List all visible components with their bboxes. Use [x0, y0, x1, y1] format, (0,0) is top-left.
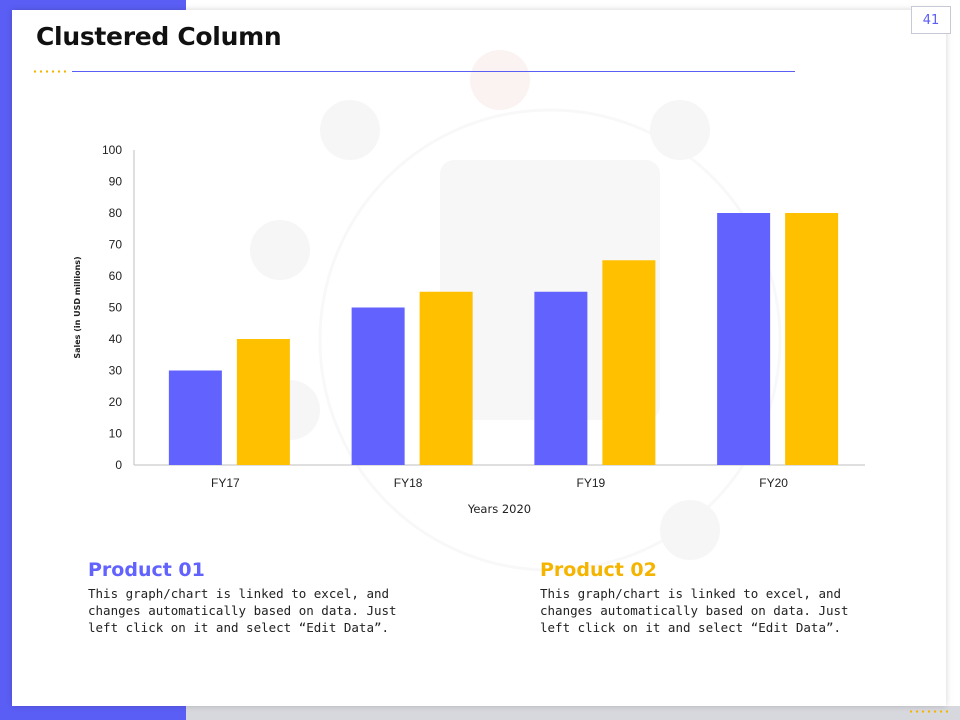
y-tick-label: 90 [109, 175, 123, 189]
y-tick-label: 10 [109, 427, 123, 441]
bar-product-01-fy17 [168, 370, 222, 465]
x-tick-label: FY19 [577, 476, 606, 490]
x-tick-label: FY18 [394, 476, 423, 490]
product-01-title: Product 01 [88, 559, 205, 581]
bar-product-02-fy20 [785, 213, 839, 465]
y-tick-label: 0 [115, 458, 122, 472]
bar-product-02-fy17 [236, 339, 290, 465]
y-tick-label: 30 [109, 364, 123, 378]
y-tick-label: 80 [109, 206, 123, 220]
bottom-band [0, 706, 960, 720]
page-number: 41 [911, 6, 951, 34]
product-02-description: This graph/chart is linked to excel, and… [540, 586, 849, 635]
product-02-block: Product 02 This graph/chart is linked to… [540, 559, 880, 636]
bar-product-01-fy18 [351, 307, 405, 465]
x-axis-title: Years 2020 [467, 502, 531, 516]
bar-product-02-fy18 [419, 291, 473, 465]
x-tick-label: FY17 [211, 476, 240, 490]
y-tick-label: 50 [109, 301, 123, 315]
product-01-block: Product 01 This graph/chart is linked to… [88, 559, 428, 636]
title-divider [72, 71, 795, 72]
bar-product-01-fy20 [717, 213, 771, 465]
slide-title: Clustered Column [36, 22, 282, 51]
x-tick-label: FY20 [759, 476, 788, 490]
title-dots-decoration [32, 70, 70, 73]
product-02-title: Product 02 [540, 559, 657, 581]
bar-product-02-fy19 [602, 260, 656, 465]
corner-dots-decoration [908, 710, 948, 713]
product-01-description: This graph/chart is linked to excel, and… [88, 586, 397, 635]
bar-product-01-fy19 [534, 291, 588, 465]
y-tick-label: 60 [109, 269, 123, 283]
y-tick-label: 70 [109, 238, 123, 252]
y-tick-label: 20 [109, 395, 123, 409]
y-tick-label: 100 [102, 143, 122, 157]
y-tick-label: 40 [109, 332, 123, 346]
y-axis-title: Sales (in USD millions) [73, 256, 82, 358]
bottom-accent-band [0, 706, 186, 720]
